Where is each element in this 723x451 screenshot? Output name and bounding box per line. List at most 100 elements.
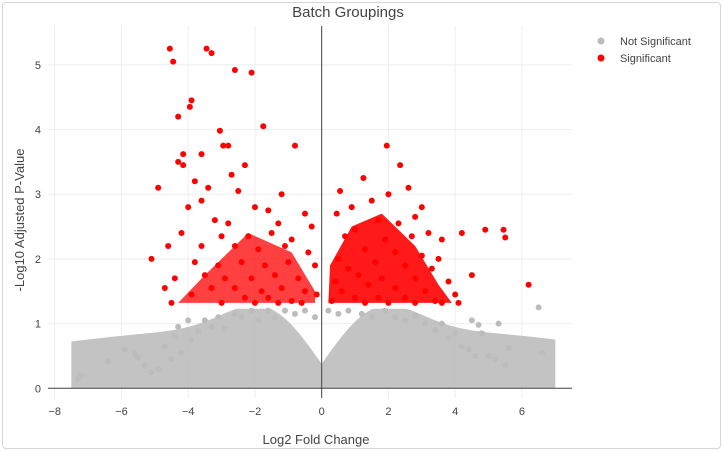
not-significant-point (78, 372, 85, 379)
axes (48, 26, 572, 398)
significant-point (178, 230, 185, 237)
not-significant-point (335, 310, 342, 317)
not-significant-point (131, 351, 138, 358)
significant-point (445, 278, 452, 285)
not-significant-point (358, 310, 365, 317)
significant-point (185, 204, 192, 211)
significant-point (275, 299, 282, 306)
significant-point (208, 285, 215, 292)
significant-point (180, 162, 187, 169)
significant-point (231, 242, 238, 249)
not-significant-point (301, 307, 308, 314)
not-significant-point (155, 365, 162, 372)
significant-point (218, 233, 225, 240)
significant-point (251, 299, 258, 306)
significant-point (170, 58, 177, 65)
significant-point (375, 217, 382, 224)
significant-point (248, 275, 255, 282)
significant-point (198, 242, 205, 249)
significant-point (268, 230, 275, 237)
significant-point (216, 127, 223, 134)
significant-point (525, 281, 532, 288)
significant-point (362, 246, 369, 253)
significant-point (428, 265, 435, 272)
significant-point (301, 210, 308, 217)
not-significant-point (121, 346, 128, 353)
significant-point (208, 50, 215, 57)
not-significant-point (238, 314, 245, 321)
x-tick-label: 2 (385, 406, 391, 418)
significant-point (281, 242, 288, 249)
x-tick-label: −8 (48, 406, 61, 418)
significant-point (231, 285, 238, 292)
not-significant-point (215, 314, 222, 321)
significant-point (395, 220, 402, 227)
not-significant-point (175, 323, 182, 330)
significant-point (312, 262, 319, 269)
tick-labels: −8 −6 −4 −2 0 2 4 6 0 1 2 3 4 5 (35, 60, 525, 418)
legend[interactable]: Not Significant Significant (597, 36, 691, 65)
not-significant-point (478, 330, 485, 337)
significant-point (335, 255, 342, 262)
significant-point (308, 223, 315, 230)
legend-item-not-significant[interactable]: Not Significant (597, 36, 691, 48)
significant-point (271, 272, 278, 279)
significant-point (225, 142, 232, 149)
significant-point (425, 230, 432, 237)
significant-point (148, 255, 155, 262)
significant-point (241, 294, 248, 301)
x-tick-label: 6 (519, 406, 525, 418)
not-significant-point (485, 352, 492, 359)
significant-point (500, 226, 507, 233)
not-significant-point (141, 362, 148, 369)
significant-point (161, 285, 168, 292)
significant-point (203, 45, 210, 52)
significant-point (201, 272, 208, 279)
significant-density-left (178, 233, 316, 303)
significant-point (408, 233, 415, 240)
not-significant-point (185, 317, 192, 324)
not-significant-point (402, 317, 409, 324)
significant-point (438, 299, 445, 306)
significant-point (251, 204, 258, 211)
significant-point (166, 45, 173, 52)
not-significant-point (468, 317, 475, 324)
significant-point (328, 297, 335, 304)
not-significant-point (438, 320, 445, 327)
not-significant-point (475, 321, 482, 328)
significant-point (412, 275, 419, 282)
significant-point (365, 281, 372, 288)
significant-point (288, 297, 295, 304)
significant-point (438, 236, 445, 243)
not-significant-density (71, 308, 556, 389)
y-tick-label: 1 (35, 319, 41, 331)
significant-point (385, 299, 392, 306)
not-significant-point (345, 307, 352, 314)
x-axis-title: Log2 Fold Change (263, 432, 370, 447)
not-significant-point (248, 307, 255, 314)
not-significant-point (105, 358, 112, 365)
significant-point (305, 249, 312, 256)
significant-point (238, 259, 245, 266)
x-tick-label: −6 (115, 406, 128, 418)
legend-item-significant[interactable]: Significant (597, 53, 671, 65)
significant-point (241, 162, 248, 169)
significant-point (155, 184, 162, 191)
y-tick-label: 0 (35, 383, 41, 395)
legend-marker-significant (597, 54, 605, 62)
not-significant-point (472, 352, 479, 359)
significant-point (298, 299, 305, 306)
significant-point (422, 288, 429, 295)
significant-point (288, 236, 295, 243)
significant-point (405, 184, 412, 191)
significant-point (221, 275, 228, 282)
significant-point (392, 285, 399, 292)
significant-point (175, 113, 182, 120)
y-axis-title: -Log10 Adjusted P-Value (12, 149, 27, 292)
not-significant-point (188, 336, 195, 343)
significant-point (402, 294, 409, 301)
significant-point (215, 262, 222, 269)
significant-point (375, 294, 382, 301)
significant-point (285, 259, 292, 266)
